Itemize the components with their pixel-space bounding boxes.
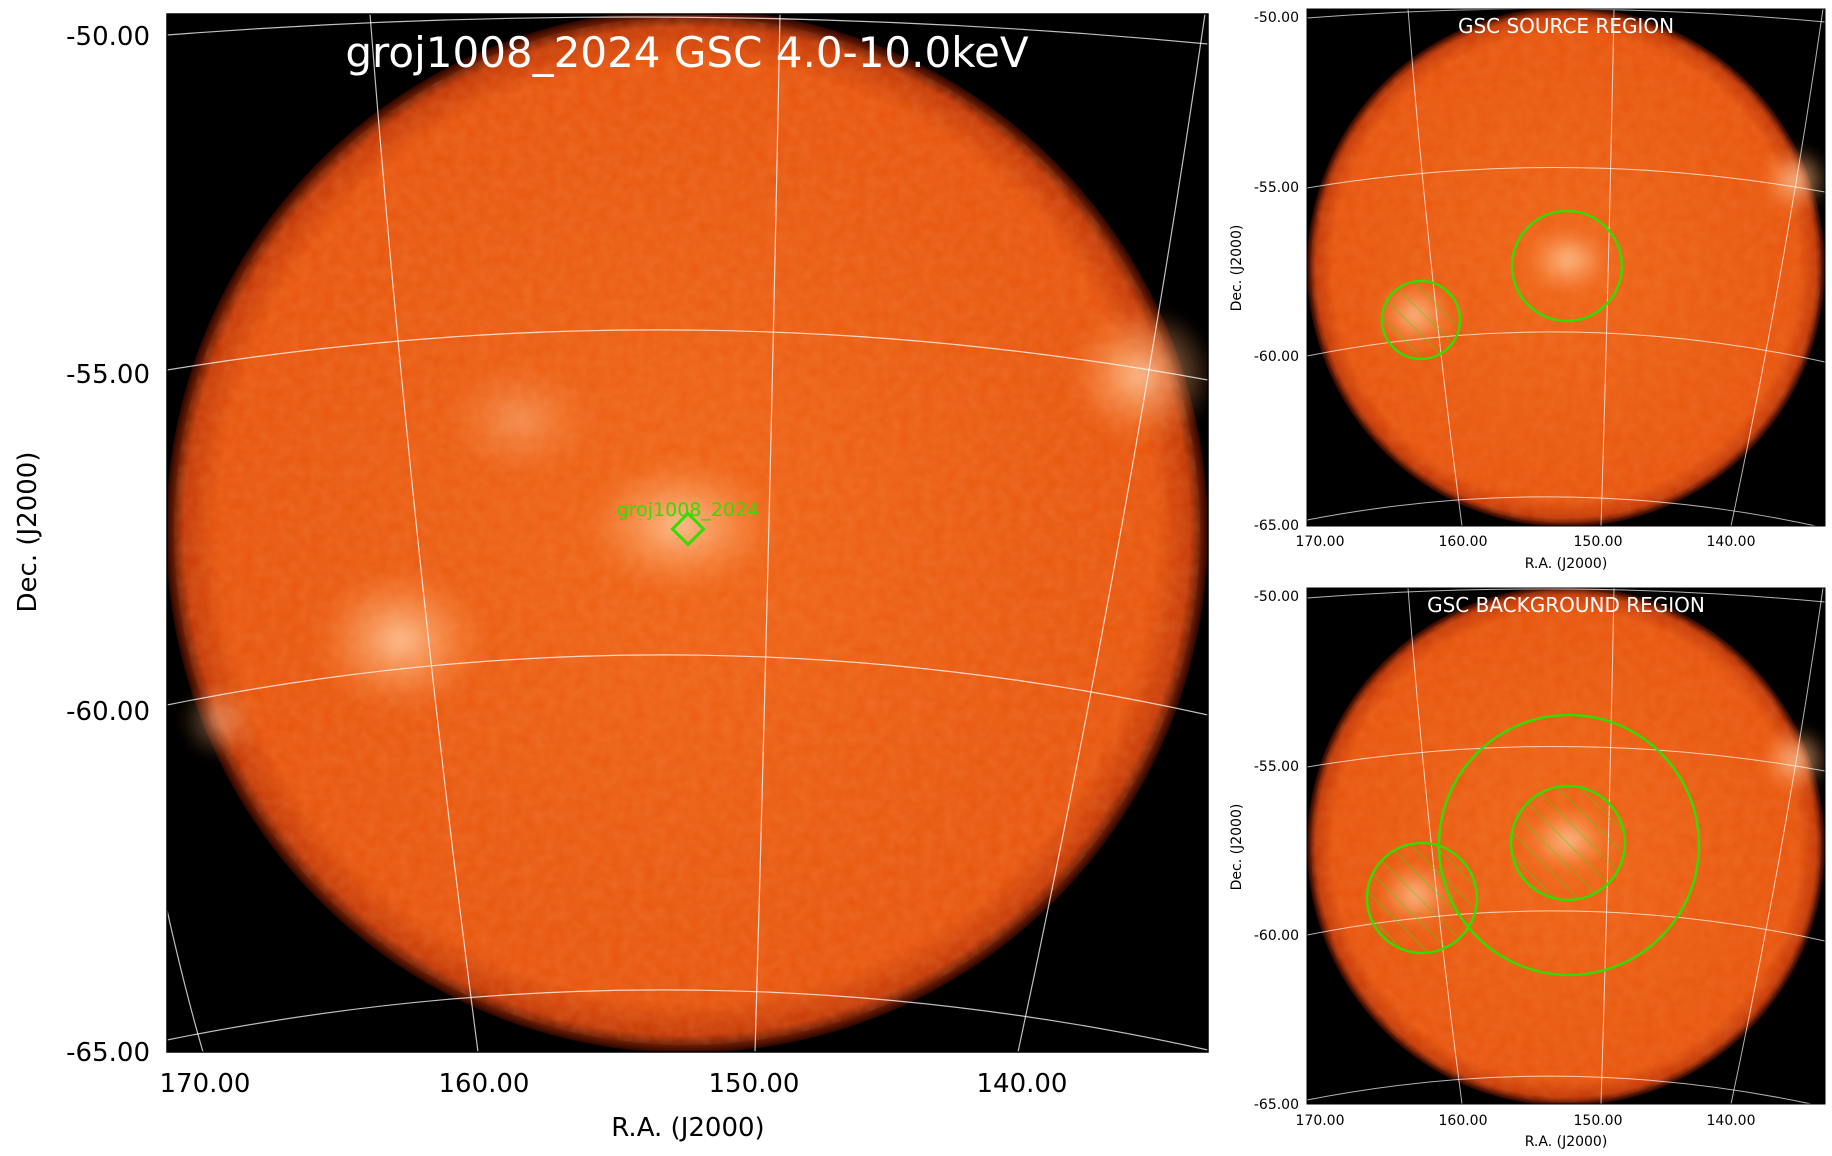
dec-tick-label: -55.00 [1254,180,1299,196]
ra-tick-label: 170.00 [1296,534,1345,550]
source-ylabel: Dec. (J2000) [1229,225,1245,312]
ra-tick-label: 150.00 [1574,1113,1623,1129]
background-xlabel: R.A. (J2000) [1525,1134,1608,1150]
background-ra-ticks: 170.00 160.00 150.00 140.00 [1296,1113,1756,1129]
dec-tick-label: -55.00 [1254,759,1299,775]
dec-tick-label: -60.00 [1254,928,1299,944]
dec-tick-label: -50.00 [1254,10,1299,26]
dec-tick-label: -50.00 [66,22,150,52]
ra-tick-label: 150.00 [1574,534,1623,550]
background-dec-ticks: -50.00 -55.00 -60.00 -65.00 [1254,589,1299,1113]
background-region-panel [1306,587,1826,1105]
ra-tick-label: 160.00 [439,1069,530,1099]
ra-tick-label: 160.00 [1439,534,1488,550]
source-panel-title: GSC SOURCE REGION [1458,14,1674,38]
excluded-region-circle [1380,279,1462,361]
source-dec-ticks: -50.00 -55.00 -60.00 -65.00 [1254,10,1299,534]
background-source-exclusion [1509,784,1627,902]
dec-tick-label: -60.00 [1254,349,1299,365]
background-panel-title: GSC BACKGROUND REGION [1427,593,1705,617]
ra-tick-label: 170.00 [160,1069,251,1099]
ra-tick-label: 160.00 [1439,1113,1488,1129]
ra-tick-label: 170.00 [1296,1113,1345,1129]
source-label: groj1008_2024 [617,499,760,521]
main-dec-ticks: -50.00 -55.00 -60.00 -65.00 [66,22,150,1068]
background-ylabel: Dec. (J2000) [1229,804,1245,891]
source-region-panel [1306,8,1826,527]
main-ra-ticks: 170.00 160.00 150.00 140.00 [160,1069,1068,1099]
main-coord-grid [167,14,1208,1052]
main-xlabel: R.A. (J2000) [611,1113,764,1143]
dec-tick-label: -55.00 [66,360,150,390]
dec-tick-label: -65.00 [66,1038,150,1068]
main-title: groj1008_2024 GSC 4.0-10.0keV [345,28,1029,77]
ra-tick-label: 140.00 [1707,1113,1756,1129]
main-sky-image [166,13,1209,1053]
ra-tick-label: 140.00 [977,1069,1068,1099]
dec-tick-label: -65.00 [1254,1097,1299,1113]
dec-tick-label: -50.00 [1254,589,1299,605]
source-xlabel: R.A. (J2000) [1525,556,1608,572]
source-region-circle [1510,209,1624,323]
source-marker [670,511,706,547]
dec-tick-label: -60.00 [66,697,150,727]
dec-tick-label: -65.00 [1254,518,1299,534]
background-excluded-region [1365,841,1479,955]
ra-tick-label: 150.00 [709,1069,800,1099]
source-ra-ticks: 170.00 160.00 150.00 140.00 [1296,534,1756,550]
ra-tick-label: 140.00 [1707,534,1756,550]
main-ylabel: Dec. (J2000) [13,452,43,613]
